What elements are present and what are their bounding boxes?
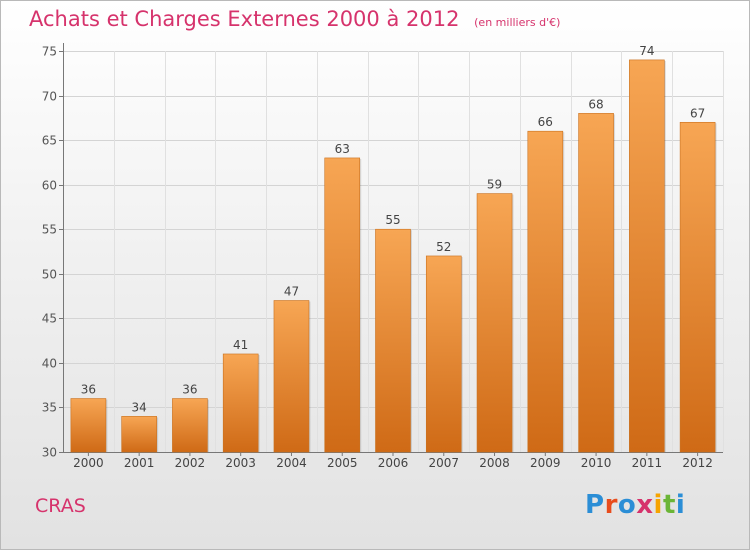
y-tick-label: 40: [42, 357, 57, 371]
x-tick-label: 2011: [632, 456, 663, 470]
bar-value-label: 36: [182, 383, 197, 397]
bar: [578, 113, 614, 453]
bar-value-label: 47: [284, 285, 299, 299]
y-tick-label: 70: [42, 90, 57, 104]
proxiti-logo: Proxiti: [585, 490, 685, 520]
y-tick-label: 60: [42, 179, 57, 193]
bar-value-label: 41: [233, 338, 248, 352]
logo-letter: i: [675, 490, 686, 520]
bars: [70, 59, 717, 453]
bar: [273, 300, 310, 453]
bar: [172, 398, 208, 453]
y-tick-label: 55: [42, 223, 57, 237]
bar: [476, 193, 513, 453]
bar-value-label: 68: [588, 97, 603, 111]
logo-letter: o: [617, 490, 637, 520]
bar: [375, 228, 411, 453]
x-tick-label: 2012: [682, 456, 713, 470]
x-tick-label: 2010: [581, 456, 612, 470]
bar-value-label: 34: [132, 400, 147, 414]
x-tick-label: 2009: [530, 456, 561, 470]
y-tick-label: 75: [42, 45, 57, 59]
y-tick-label: 65: [42, 134, 57, 148]
bar: [679, 121, 716, 453]
chart-title-text: Achats et Charges Externes 2000 à 2012: [29, 7, 460, 31]
bar: [629, 59, 665, 453]
x-tick-label: 2004: [276, 456, 307, 470]
bar-value-label: 66: [538, 115, 553, 129]
y-tick-label: 50: [42, 268, 57, 282]
chart-subtitle: (en milliers d'€): [474, 16, 561, 29]
bar-value-label: 52: [436, 240, 451, 254]
y-tick-label: 45: [42, 312, 57, 326]
value-labels: 36 34 36 41 47 63 55 52 59 66 68 74 67: [81, 44, 706, 414]
logo-letter: r: [604, 490, 618, 520]
bar: [527, 130, 564, 453]
x-tick-label: 2001: [124, 456, 155, 470]
x-tick-label: 2007: [428, 456, 459, 470]
bar-value-label: 36: [81, 383, 96, 397]
logo-letter: x: [636, 490, 654, 520]
bar-value-label: 67: [690, 106, 705, 120]
logo-letter: i: [653, 490, 663, 520]
bar-value-label: 74: [639, 44, 654, 58]
y-tick-label: 35: [42, 401, 57, 415]
bar: [121, 416, 157, 453]
bar: [70, 398, 107, 453]
y-tick-label: 30: [42, 446, 57, 460]
x-tick-label: 2006: [378, 456, 409, 470]
bar-value-label: 63: [335, 142, 350, 156]
x-tick-label: 2000: [73, 456, 104, 470]
bar: [222, 353, 259, 453]
x-tick-label: 2008: [479, 456, 510, 470]
logo-letter: P: [585, 490, 605, 520]
x-tick-label: 2003: [225, 456, 256, 470]
chart-title: Achats et Charges Externes 2000 à 2012 (…: [29, 7, 560, 31]
axes: 30 35 40 45 50 55 60 65 70 75 2000 2001 2002 2003 2004…: [42, 43, 723, 470]
bar-value-label: 55: [385, 213, 400, 227]
logo-letter: t: [662, 490, 676, 520]
x-tick-label: 2002: [175, 456, 206, 470]
bar: [324, 157, 361, 453]
x-tick-label: 2005: [327, 456, 358, 470]
bar: [425, 255, 462, 453]
city-name: CRAS: [35, 495, 86, 517]
bar-value-label: 59: [487, 178, 502, 192]
